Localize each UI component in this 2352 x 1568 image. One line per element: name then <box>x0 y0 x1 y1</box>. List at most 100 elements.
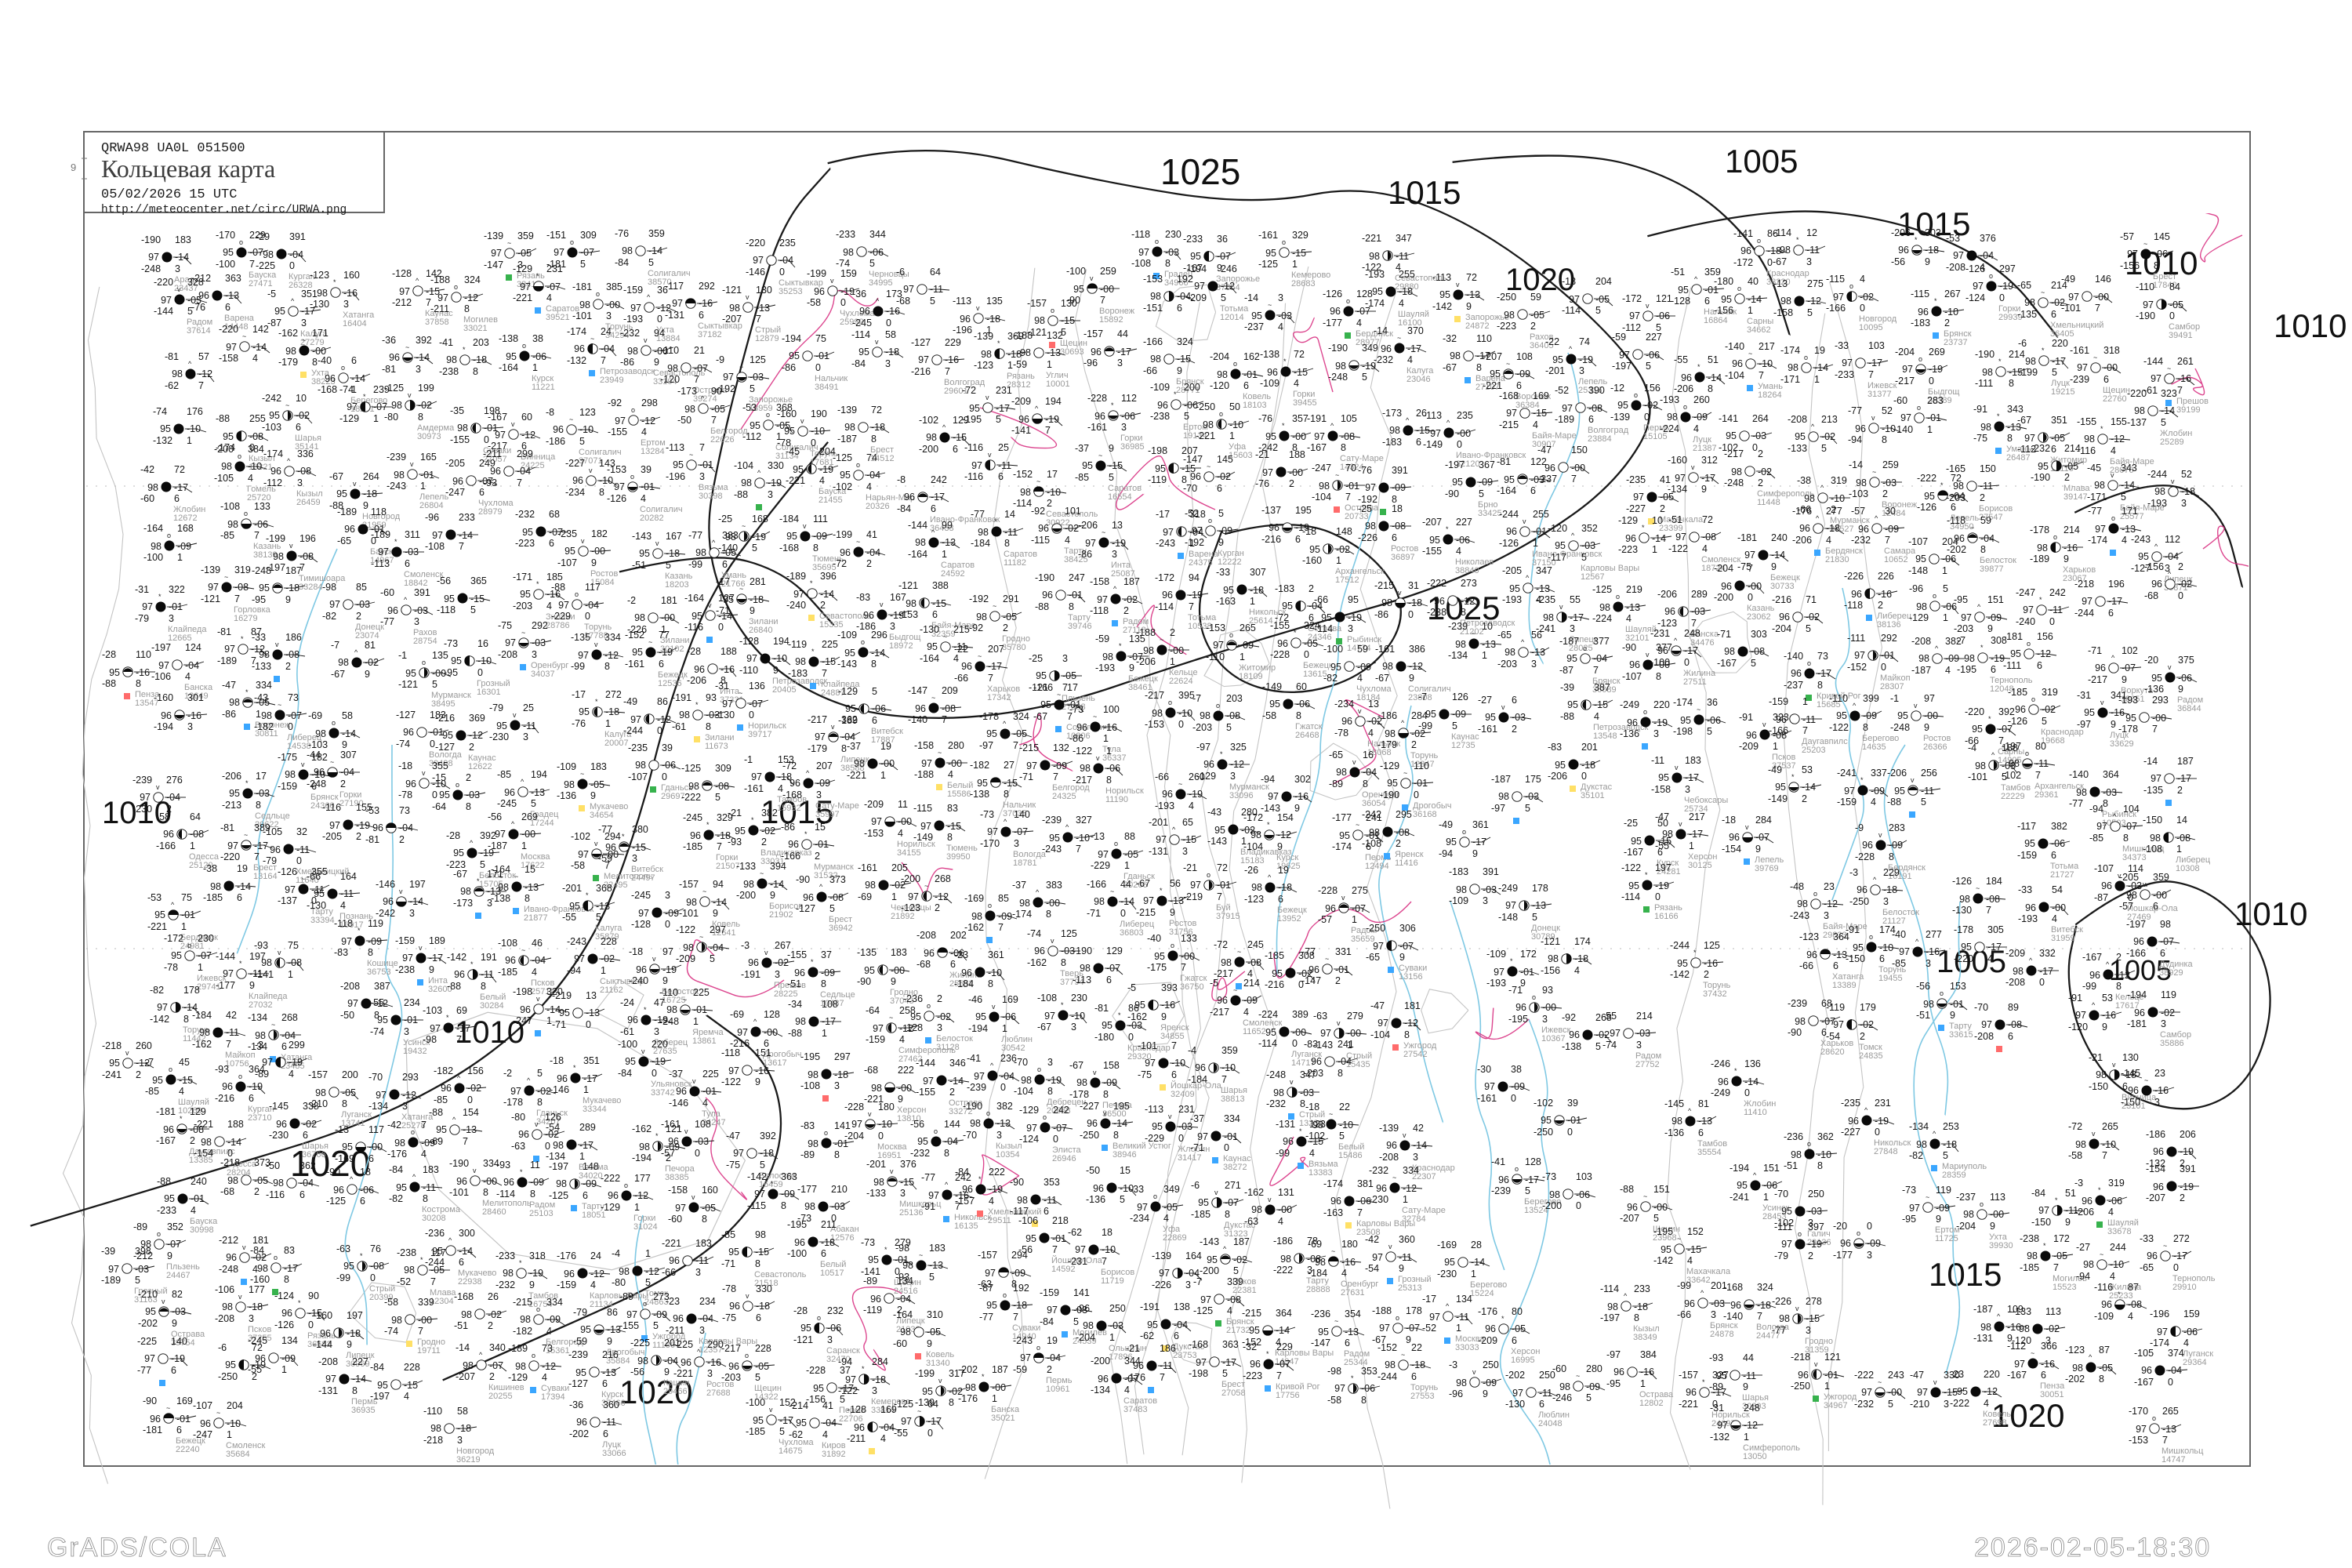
svg-text:-231: -231 <box>1650 628 1670 639</box>
svg-text:5: 5 <box>1532 912 1537 923</box>
svg-text:6: 6 <box>872 715 877 726</box>
svg-text:96: 96 <box>1954 533 1965 544</box>
svg-text:-248: -248 <box>1724 477 1744 488</box>
svg-text:-125: -125 <box>1258 259 1278 270</box>
svg-text:v: v <box>289 542 293 550</box>
svg-text:7: 7 <box>254 530 260 541</box>
svg-text:-209: -209 <box>1187 292 1207 303</box>
svg-text:-03: -03 <box>2103 787 2117 798</box>
svg-text:2: 2 <box>1289 478 1294 489</box>
svg-text:3: 3 <box>1685 784 1690 795</box>
svg-text:-25: -25 <box>1358 503 1372 514</box>
svg-text:-7: -7 <box>331 640 339 651</box>
svg-text:-69: -69 <box>308 710 322 721</box>
svg-text:389: 389 <box>1292 1009 1308 1020</box>
svg-text:-211: -211 <box>483 448 502 459</box>
svg-text:1: 1 <box>373 413 379 424</box>
svg-text:10652: 10652 <box>1884 555 1908 564</box>
svg-text:-103: -103 <box>1849 488 1868 499</box>
svg-text:1015: 1015 <box>1929 1256 2002 1293</box>
svg-text:303: 303 <box>1925 227 1941 238</box>
svg-text:8: 8 <box>871 434 877 445</box>
svg-text:-99: -99 <box>2082 981 2096 992</box>
svg-text:-153: -153 <box>898 609 918 620</box>
svg-text:167: 167 <box>666 531 682 542</box>
svg-text:95: 95 <box>735 826 746 837</box>
svg-text:-143: -143 <box>1207 836 1227 847</box>
svg-text:5: 5 <box>1581 552 1587 563</box>
svg-text:-232: -232 <box>1851 535 1871 546</box>
svg-text:311: 311 <box>405 529 420 540</box>
svg-text:58: 58 <box>342 710 353 721</box>
svg-text:-67: -67 <box>329 471 343 482</box>
svg-text:124: 124 <box>185 642 201 653</box>
svg-text:-206: -206 <box>1548 771 1567 782</box>
svg-text:o: o <box>1282 238 1286 246</box>
svg-text:95: 95 <box>171 950 182 961</box>
svg-text:-178: -178 <box>979 711 999 722</box>
svg-text:*: * <box>1791 773 1795 781</box>
svg-text:5: 5 <box>579 436 585 447</box>
svg-text:6: 6 <box>953 444 958 455</box>
svg-text:203: 203 <box>473 337 489 348</box>
svg-text:7: 7 <box>234 593 240 604</box>
svg-text:-200: -200 <box>736 890 756 901</box>
svg-text:5: 5 <box>1218 508 1224 519</box>
svg-text:97: 97 <box>347 401 358 412</box>
svg-text:97: 97 <box>432 530 443 541</box>
svg-text:-02: -02 <box>761 826 775 837</box>
svg-text:v: v <box>511 420 515 428</box>
svg-text:-223: -223 <box>1618 544 1638 555</box>
svg-text:33629: 33629 <box>2110 739 2134 749</box>
svg-text:-94: -94 <box>1439 848 1453 859</box>
svg-text:-248: -248 <box>659 1016 679 1027</box>
svg-text:0: 0 <box>1752 442 1758 453</box>
svg-text:-77: -77 <box>2069 798 2083 809</box>
svg-text:-11: -11 <box>1802 714 1816 725</box>
svg-text:~: ~ <box>330 758 334 766</box>
svg-text:-197: -197 <box>151 642 171 653</box>
svg-text:-217: -217 <box>1895 376 1915 387</box>
svg-text:97: 97 <box>1899 946 1910 957</box>
svg-text:-33: -33 <box>1216 567 1230 578</box>
svg-text:5: 5 <box>1221 292 1226 303</box>
svg-text:-77: -77 <box>688 530 702 541</box>
svg-text:-130: -130 <box>310 299 329 310</box>
svg-text:-141: -141 <box>1733 228 1753 239</box>
svg-text:324: 324 <box>464 274 481 285</box>
svg-text:-58: -58 <box>807 297 821 308</box>
svg-text:-71: -71 <box>1019 771 1033 782</box>
svg-text:98: 98 <box>1780 296 1791 307</box>
svg-text:97: 97 <box>1213 640 1224 651</box>
svg-text:6: 6 <box>1879 953 1885 964</box>
svg-text:-130: -130 <box>1952 905 1972 916</box>
svg-text:-123: -123 <box>310 270 329 281</box>
svg-text:97: 97 <box>1262 467 1273 478</box>
svg-text:25203: 25203 <box>1802 746 1826 755</box>
svg-text:-121: -121 <box>398 679 418 690</box>
svg-text:-34: -34 <box>788 999 802 1010</box>
svg-text:-132: -132 <box>153 435 172 446</box>
svg-text:-160: -160 <box>1302 555 1322 566</box>
svg-text:-125: -125 <box>384 383 404 394</box>
svg-text:5: 5 <box>869 258 875 269</box>
svg-text:-238: -238 <box>395 964 415 975</box>
svg-text:-245: -245 <box>497 798 517 809</box>
svg-text:97: 97 <box>1026 760 1037 771</box>
svg-text:95: 95 <box>314 888 325 899</box>
svg-text:-56: -56 <box>488 811 502 822</box>
svg-text:96: 96 <box>1779 612 1790 622</box>
svg-text:7: 7 <box>1045 425 1051 436</box>
svg-text:96: 96 <box>803 892 814 903</box>
svg-text:v: v <box>880 601 884 608</box>
svg-text:35780: 35780 <box>1002 643 1026 652</box>
svg-text:-236: -236 <box>903 993 923 1004</box>
svg-text:-177: -177 <box>1332 812 1352 823</box>
svg-text:-41: -41 <box>439 337 453 348</box>
svg-text:-97: -97 <box>979 740 993 751</box>
svg-text:5: 5 <box>715 792 720 803</box>
svg-text:-123: -123 <box>1799 931 1819 942</box>
svg-text:220: 220 <box>2052 338 2068 349</box>
svg-text:-185: -185 <box>683 841 702 852</box>
svg-text:0: 0 <box>749 710 754 720</box>
